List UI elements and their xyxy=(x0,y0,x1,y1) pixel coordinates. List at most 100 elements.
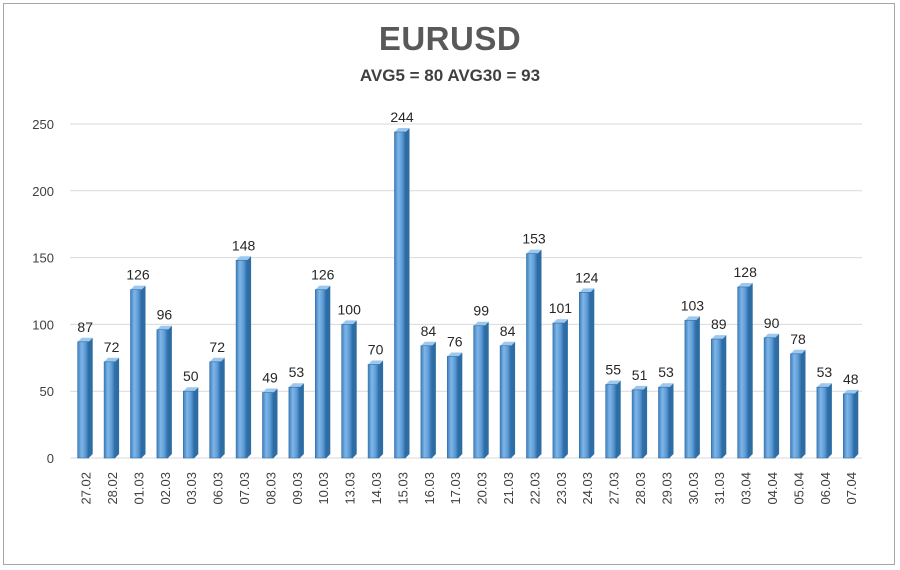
data-label: 124 xyxy=(575,269,599,285)
bar-side xyxy=(299,383,304,458)
x-tick-label: 01.03 xyxy=(131,472,146,505)
bar-side xyxy=(484,321,489,458)
bar-top xyxy=(77,337,93,342)
bar-01.03 xyxy=(130,285,146,459)
data-label: 96 xyxy=(157,307,173,323)
data-label: 84 xyxy=(421,323,437,339)
data-label: 50 xyxy=(183,368,199,384)
x-tick-label: 29.03 xyxy=(659,472,674,505)
x-tick-label: 23.03 xyxy=(554,472,569,505)
data-labels: 87 72 126 96 50 72 148 49 53 126 100 70 244 84 76 99 84 1… xyxy=(77,109,858,387)
bar-front xyxy=(473,325,486,459)
bar-top xyxy=(368,360,384,365)
bar-front xyxy=(710,338,723,459)
bar-06.03 xyxy=(209,357,225,459)
bar-front xyxy=(737,286,750,459)
data-label: 89 xyxy=(711,316,727,332)
bar-10.03 xyxy=(314,285,331,459)
bar-28.02 xyxy=(103,357,120,459)
x-axis: 27.02 28.02 01.03 02.03 03.03 06.03 07.03 08.03… xyxy=(79,472,860,505)
bar-front xyxy=(842,393,855,459)
bar-04.04 xyxy=(763,333,780,459)
bar-side xyxy=(379,360,384,458)
bar-top xyxy=(420,341,436,346)
x-tick-label: 17.03 xyxy=(448,472,463,505)
bar-02.03 xyxy=(156,325,172,459)
bar-top xyxy=(843,389,859,394)
bar-front xyxy=(446,356,459,459)
bar-side xyxy=(115,357,120,458)
x-tick-label: 30.03 xyxy=(686,472,701,505)
data-label: 103 xyxy=(681,297,705,313)
x-tick-label: 03.04 xyxy=(739,472,754,505)
bar-08.03 xyxy=(262,388,278,459)
bar-front xyxy=(420,345,433,459)
bar-side xyxy=(220,357,225,458)
bar-side xyxy=(563,319,568,458)
bar-side xyxy=(854,389,859,458)
bar-front xyxy=(578,292,591,459)
bar-front xyxy=(262,392,274,459)
bar-front xyxy=(816,386,829,459)
bar-28.03 xyxy=(631,385,648,459)
bar-side xyxy=(722,335,727,458)
bar-side xyxy=(194,387,199,458)
data-label: 53 xyxy=(289,364,305,380)
y-tick-label: 150 xyxy=(32,251,54,266)
data-label: 153 xyxy=(522,231,546,247)
bar-23.03 xyxy=(552,319,568,459)
bar-31.03 xyxy=(710,335,727,459)
bar-29.03 xyxy=(658,383,674,459)
bar-14.03 xyxy=(367,360,384,459)
bar-20.03 xyxy=(473,321,489,459)
bar-03.03 xyxy=(183,387,199,459)
bar-13.03 xyxy=(341,320,357,459)
bar-top xyxy=(737,282,753,287)
bar-side xyxy=(669,383,674,458)
x-tick-label: 14.03 xyxy=(369,472,384,505)
x-tick-label: 10.03 xyxy=(316,472,331,505)
data-label: 90 xyxy=(764,315,780,331)
y-axis: 0 50 100 150 200 250 xyxy=(32,117,54,466)
bar-front xyxy=(499,345,512,459)
y-tick-label: 100 xyxy=(32,317,54,332)
bar-front xyxy=(605,384,618,459)
bar-side xyxy=(748,282,753,458)
bar-07.04 xyxy=(842,389,859,459)
y-tick-label: 50 xyxy=(40,384,54,399)
bar-top xyxy=(711,335,727,340)
bar-side xyxy=(775,333,780,458)
bar-27.02 xyxy=(77,337,93,459)
bar-side xyxy=(801,349,806,458)
bar-05.04 xyxy=(790,349,806,459)
bar-top xyxy=(156,325,172,330)
chart-subtitle: AVG5 = 80 AVG30 = 93 xyxy=(359,66,541,85)
data-label: 128 xyxy=(734,264,758,280)
data-label: 72 xyxy=(209,339,225,355)
grid-lines xyxy=(70,123,862,459)
bar-24.03 xyxy=(578,288,595,459)
data-label: 48 xyxy=(843,371,859,387)
bar-top xyxy=(658,383,674,388)
bar-front xyxy=(156,329,169,459)
bar-front xyxy=(314,289,327,459)
x-tick-label: 04.04 xyxy=(765,472,780,505)
bar-top xyxy=(183,387,199,392)
bar-03.04 xyxy=(737,282,753,459)
y-tick-label: 0 xyxy=(47,451,54,466)
data-label: 244 xyxy=(390,109,414,125)
x-tick-label: 22.03 xyxy=(527,472,542,505)
bar-side xyxy=(141,285,146,458)
x-tick-label: 13.03 xyxy=(343,472,358,505)
bar-front xyxy=(394,131,406,459)
bar-side xyxy=(827,383,832,458)
bar-side xyxy=(405,128,410,459)
x-tick-label: 06.04 xyxy=(818,472,833,505)
bar-side xyxy=(643,385,648,458)
bar-side xyxy=(590,288,595,458)
data-label: 76 xyxy=(447,333,463,349)
data-label: 99 xyxy=(473,303,489,319)
bar-top xyxy=(684,316,700,321)
x-tick-label: 03.03 xyxy=(184,472,199,505)
